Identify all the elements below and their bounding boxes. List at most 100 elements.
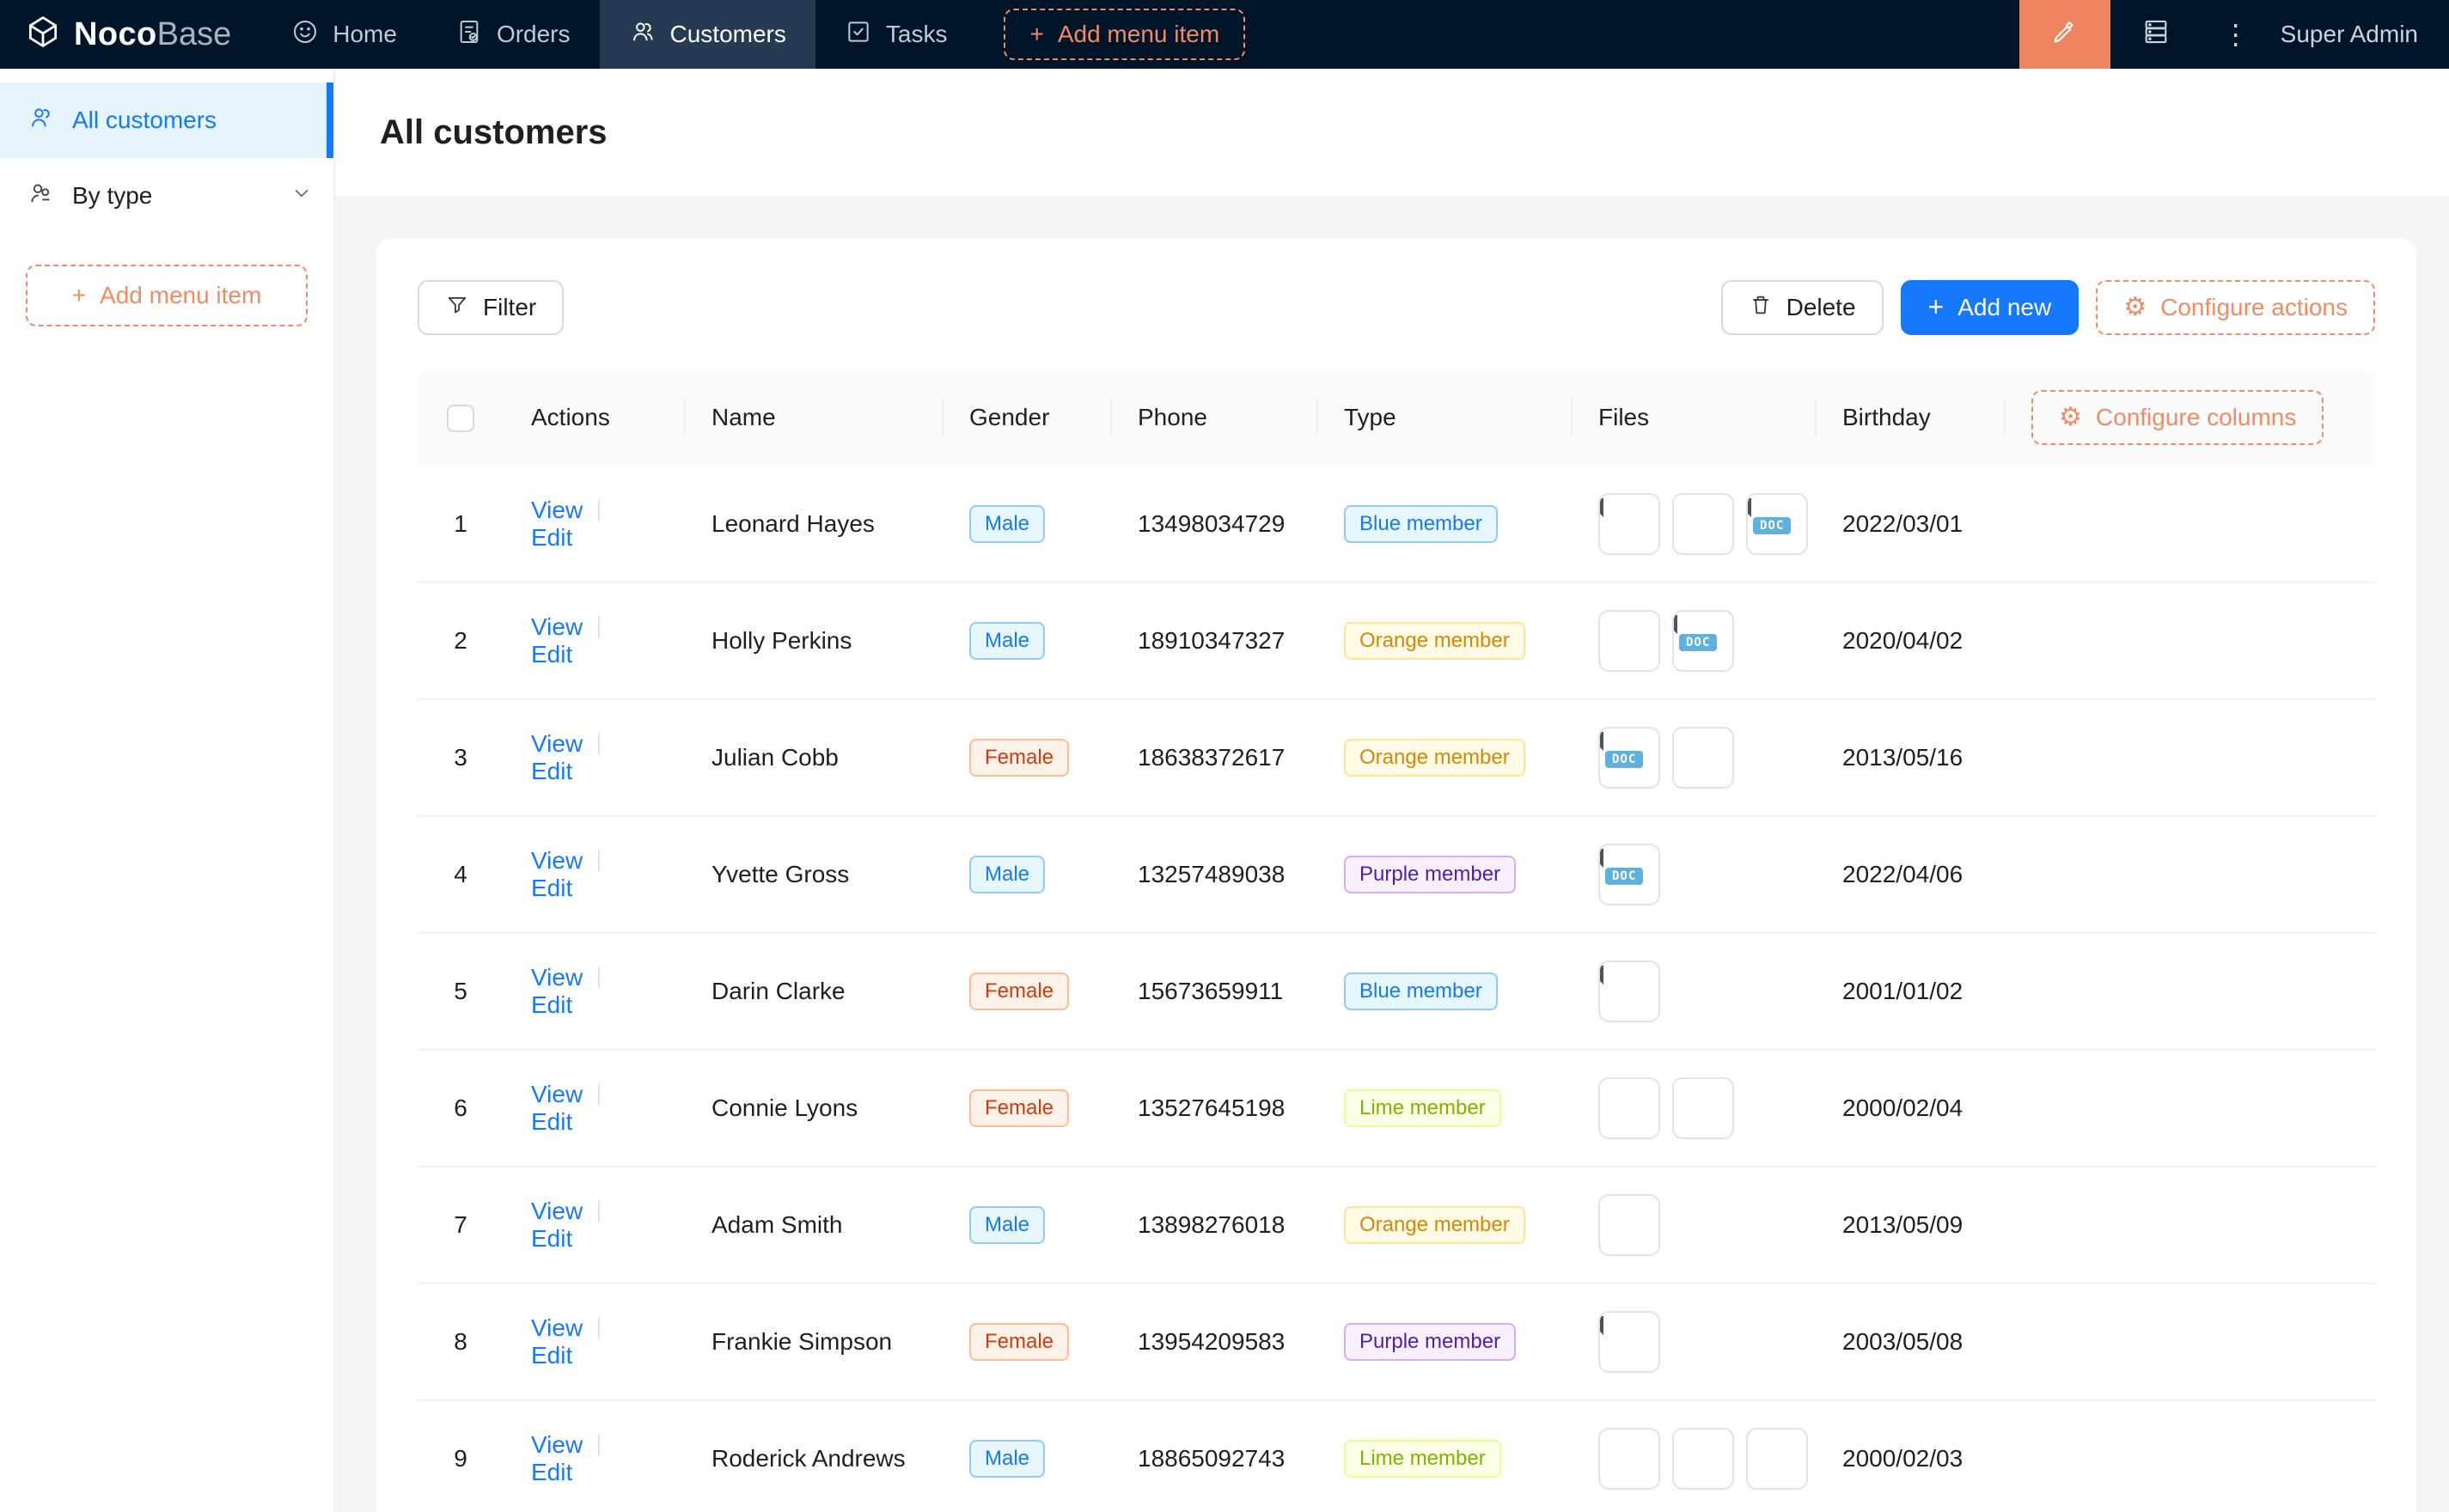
filter-button[interactable]: Filter [418, 280, 565, 335]
configure-columns-label: Configure columns [2095, 404, 2297, 430]
image-thumbnail[interactable] [1598, 1194, 1660, 1256]
image-thumbnail[interactable] [1672, 1077, 1734, 1139]
view-link[interactable]: View [531, 847, 583, 874]
type-cell: Purple member [1316, 816, 1571, 934]
sidebar-item-by-type[interactable]: By type [0, 158, 333, 234]
brand-logo: NocoBase [0, 0, 262, 69]
view-link[interactable]: View [531, 613, 583, 640]
edit-link[interactable]: Edit [531, 1459, 573, 1485]
view-link[interactable]: View [531, 730, 583, 757]
user-menu[interactable]: Super Admin [2270, 0, 2449, 69]
member-type-tag: Purple member [1344, 856, 1517, 893]
image-thumbnail[interactable] [1598, 610, 1660, 672]
customer-name: Adam Smith [684, 1167, 942, 1284]
row-actions-cell: ViewEdit [504, 1283, 684, 1401]
configure-actions-button[interactable]: ⚙ Configure actions [2096, 280, 2375, 335]
row-actions-cell: ViewEdit [504, 1167, 684, 1284]
row-index: 6 [418, 1050, 504, 1168]
kebab-menu-icon[interactable]: ⋮ [2221, 19, 2250, 50]
phone-value: 13498034729 [1110, 466, 1316, 583]
pdf-file-icon[interactable] [1598, 960, 1660, 1022]
gender-tag: Male [969, 1440, 1046, 1478]
nav-item-tasks[interactable]: Tasks [815, 0, 977, 69]
nocobase-logo-icon [24, 13, 62, 57]
edit-link[interactable]: Edit [531, 1342, 573, 1369]
image-thumbnail[interactable] [1598, 1077, 1660, 1139]
table-row: 6 ViewEdit Connie Lyons Female 13527645198 Li… [418, 1050, 2375, 1168]
image-thumbnail[interactable] [1672, 492, 1734, 555]
smiley-icon [291, 18, 319, 52]
gender-cell: Female [942, 1283, 1110, 1401]
gender-tag: Female [969, 1089, 1070, 1127]
gender-cell: Male [942, 582, 1110, 700]
brand-name-light: Base [156, 15, 232, 52]
view-link[interactable]: View [531, 1198, 583, 1224]
view-link[interactable]: View [531, 1431, 583, 1458]
row-index: 4 [418, 816, 504, 934]
add-new-button-label: Add new [1957, 294, 2052, 320]
people-icon [629, 18, 657, 52]
add-new-button[interactable]: + Add new [1900, 280, 2080, 335]
edit-link[interactable]: Edit [531, 641, 573, 668]
edit-link[interactable]: Edit [531, 758, 573, 784]
gender-tag: Male [969, 856, 1046, 893]
edit-link[interactable]: Edit [531, 1225, 573, 1252]
database-button[interactable] [2110, 0, 2202, 69]
delete-button[interactable]: Delete [1720, 280, 1884, 335]
view-link[interactable]: View [531, 496, 583, 523]
action-divider [598, 966, 601, 989]
row-actions-cell: ViewEdit [504, 1400, 684, 1512]
doc-file-icon[interactable]: DOC [1598, 844, 1660, 905]
gender-cell: Female [942, 933, 1110, 1051]
view-link[interactable]: View [531, 964, 583, 991]
ui-editor-toggle-button[interactable] [2018, 0, 2110, 69]
gender-tag: Female [969, 972, 1070, 1010]
sidebar-add-menu-item-button[interactable]: + Add menu item [26, 265, 308, 326]
nav-item-orders[interactable]: Orders [426, 0, 600, 69]
nav-item-label: Customers [669, 21, 786, 47]
plus-icon: + [71, 282, 87, 308]
action-divider [598, 1200, 601, 1222]
select-all-checkbox[interactable] [447, 404, 474, 432]
phone-value: 18910347327 [1110, 582, 1316, 700]
nav-item-home[interactable]: Home [262, 0, 426, 69]
view-link[interactable]: View [531, 1081, 583, 1107]
pdf-file-icon[interactable] [1598, 492, 1660, 555]
member-type-tag: Orange member [1344, 622, 1525, 660]
phone-value: 13527645198 [1110, 1050, 1316, 1168]
files-cell: DOC [1571, 582, 1815, 700]
sidebar-item-all-customers[interactable]: All customers [0, 82, 333, 158]
configure-actions-label: Configure actions [2160, 294, 2348, 320]
edit-link[interactable]: Edit [531, 1108, 573, 1135]
sidebar-item-label: All customers [72, 107, 217, 133]
edit-link[interactable]: Edit [531, 523, 573, 551]
gender-cell: Male [942, 1167, 1110, 1284]
nav-item-label: Orders [496, 21, 571, 47]
image-thumbnail[interactable] [1672, 727, 1734, 789]
edit-link[interactable]: Edit [531, 875, 573, 901]
row-index: 8 [418, 1283, 504, 1401]
doc-file-icon[interactable]: DOC [1746, 492, 1808, 555]
birthday-value: 2001/01/02 [1815, 933, 2004, 1051]
files-cell [1571, 1283, 1815, 1401]
pdf-file-icon[interactable] [1598, 1311, 1660, 1373]
view-link[interactable]: View [531, 1314, 583, 1341]
type-cell: Orange member [1316, 699, 1571, 817]
birthday-value: 2000/02/03 [1815, 1400, 2004, 1512]
doc-file-icon[interactable]: DOC [1598, 727, 1660, 789]
image-thumbnail[interactable] [1672, 1428, 1734, 1490]
configure-columns-button[interactable]: ⚙ Configure columns [2031, 390, 2324, 445]
user-name-label: Super Admin [2280, 21, 2418, 47]
birthday-value: 2020/04/02 [1815, 582, 2004, 700]
image-thumbnail[interactable] [1746, 1428, 1808, 1490]
edit-link[interactable]: Edit [531, 991, 573, 1018]
type-cell: Lime member [1316, 1050, 1571, 1168]
nav-add-menu-item-button[interactable]: + Add menu item [1004, 9, 1246, 60]
delete-button-label: Delete [1786, 294, 1856, 320]
row-actions-cell: ViewEdit [504, 816, 684, 934]
doc-file-icon[interactable]: DOC [1672, 610, 1734, 672]
nav-item-customers[interactable]: Customers [599, 0, 815, 69]
top-navbar: NocoBase Home Orders Customers Tasks [0, 0, 2449, 69]
birthday-value: 2022/03/01 [1815, 466, 2004, 583]
image-thumbnail[interactable] [1598, 1428, 1660, 1490]
